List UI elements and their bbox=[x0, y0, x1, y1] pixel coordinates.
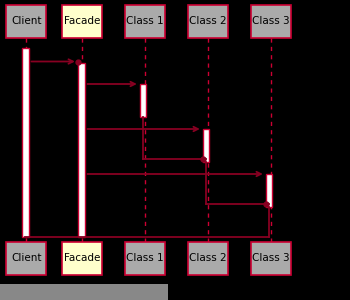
Bar bbox=[78, 63, 85, 237]
Bar bbox=[6, 4, 46, 38]
Bar bbox=[140, 84, 146, 117]
Text: Class 2: Class 2 bbox=[189, 16, 227, 26]
Text: Class 2: Class 2 bbox=[189, 253, 227, 263]
Text: Class 3: Class 3 bbox=[252, 253, 290, 263]
Text: Client: Client bbox=[11, 253, 42, 263]
Bar bbox=[188, 242, 228, 274]
Bar bbox=[0, 284, 168, 300]
Bar bbox=[125, 242, 165, 274]
Bar bbox=[188, 4, 228, 38]
Bar bbox=[6, 242, 46, 274]
Text: Class 3: Class 3 bbox=[252, 16, 290, 26]
Bar bbox=[62, 242, 102, 274]
Bar bbox=[251, 242, 291, 274]
Text: Client: Client bbox=[11, 16, 42, 26]
Bar bbox=[251, 4, 291, 38]
Bar bbox=[266, 174, 272, 207]
Bar bbox=[125, 4, 165, 38]
Text: Class 1: Class 1 bbox=[126, 16, 164, 26]
Bar bbox=[203, 129, 209, 162]
Bar bbox=[22, 48, 29, 237]
Bar bbox=[62, 4, 102, 38]
Text: Class 1: Class 1 bbox=[126, 253, 164, 263]
Text: Facade: Facade bbox=[64, 253, 100, 263]
Text: Facade: Facade bbox=[64, 16, 100, 26]
